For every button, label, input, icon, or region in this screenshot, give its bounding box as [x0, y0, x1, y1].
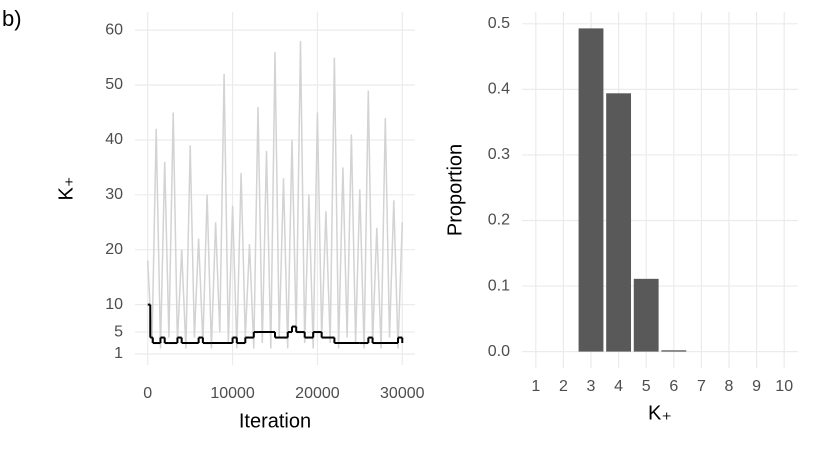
y-tick-label: 20 [105, 241, 123, 258]
y-tick-label: 30 [105, 186, 123, 203]
x-tick-label: 10000 [210, 385, 255, 402]
x-tick-label: 30000 [380, 385, 425, 402]
x-tick-label: 20000 [295, 385, 340, 402]
y-axis-title: Proportion [444, 144, 466, 236]
y-tick-label: 0.3 [488, 146, 510, 163]
x-tick-label: 9 [752, 378, 761, 395]
x-tick-label: 1 [531, 378, 540, 395]
x-tick-label: 10 [775, 378, 793, 395]
x-tick-label: 5 [642, 378, 651, 395]
y-tick-label: 5 [114, 323, 123, 340]
x-axis-title: Iteration [239, 410, 311, 432]
x-tick-label: 6 [669, 378, 678, 395]
x-tick-label: 0 [143, 385, 152, 402]
bar [661, 350, 687, 352]
panel-label: b) [2, 6, 22, 31]
y-tick-label: 40 [105, 131, 123, 148]
bar [578, 28, 604, 352]
y-tick-label: 10 [105, 296, 123, 313]
bar [633, 278, 659, 352]
y-tick-label: 60 [105, 21, 123, 38]
y-tick-label: 0.2 [488, 212, 510, 229]
bar [606, 93, 632, 352]
x-tick-label: 8 [725, 378, 734, 395]
y-axis-title: K₊ [55, 177, 77, 201]
trace-line [146, 41, 404, 349]
y-tick-label: 0.4 [488, 81, 510, 98]
y-tick-label: 0.1 [488, 277, 510, 294]
x-tick-label: 3 [587, 378, 596, 395]
x-tick-label: 2 [559, 378, 568, 395]
y-tick-label: 0.0 [488, 343, 510, 360]
x-axis-title: K₊ [648, 402, 672, 424]
y-tick-label: 0.5 [488, 15, 510, 32]
x-tick-label: 7 [697, 378, 706, 395]
x-tick-label: 4 [614, 378, 623, 395]
y-tick-label: 50 [105, 76, 123, 93]
y-tick-label: 1 [114, 345, 123, 362]
